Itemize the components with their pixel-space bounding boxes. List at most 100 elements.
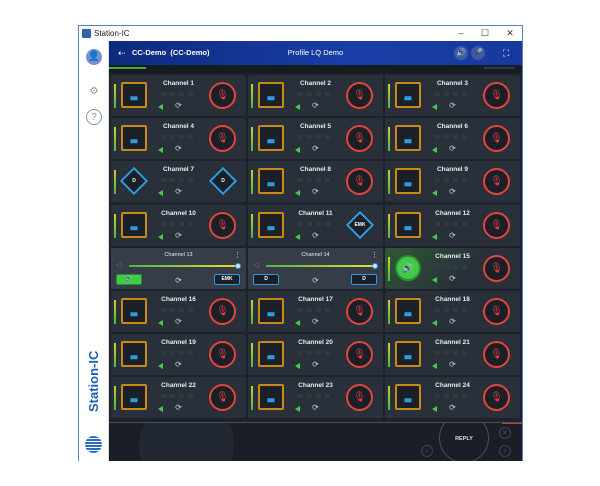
audio-level-bar xyxy=(388,170,390,195)
talk-button[interactable]: ▃ xyxy=(258,211,284,238)
mic-button[interactable]: 🎙 xyxy=(483,211,510,239)
cycle-icon[interactable]: ⟳ xyxy=(175,101,182,110)
previous-button[interactable]: ‹ xyxy=(421,445,433,457)
volume-slider-handle[interactable] xyxy=(372,262,378,269)
talk-button[interactable]: ▃ xyxy=(395,298,421,324)
talk-button[interactable]: ▃ xyxy=(258,298,284,324)
talk-button[interactable]: ▃ xyxy=(258,384,284,411)
left-channel-button[interactable]: 🔊 xyxy=(116,273,142,285)
maximize-button[interactable]: ☐ xyxy=(480,28,490,38)
mic-button[interactable]: 🎙 xyxy=(209,82,236,109)
cycle-icon[interactable]: ⟳ xyxy=(312,275,319,285)
cycle-icon[interactable]: ⟳ xyxy=(312,317,319,326)
talk-button[interactable]: ▃ xyxy=(258,168,284,195)
mic-button[interactable]: 🎙 xyxy=(346,298,373,325)
clear-button[interactable]: ✕ xyxy=(499,427,511,439)
help-icon[interactable]: ? xyxy=(86,109,102,125)
close-button[interactable]: ✕ xyxy=(506,28,514,38)
right-channel-button[interactable]: D xyxy=(351,273,377,285)
cycle-icon[interactable]: ⟳ xyxy=(312,403,319,413)
cycle-icon[interactable]: ⟳ xyxy=(449,273,456,283)
speaker-button[interactable]: 🔊 xyxy=(454,46,468,60)
cycle-icon[interactable]: ⟳ xyxy=(449,101,456,110)
cycle-icon[interactable]: ⟳ xyxy=(175,360,182,370)
cycle-icon[interactable]: ⟳ xyxy=(312,360,319,370)
channel-card: Channel 17 ▃ 🎙 ⟳ xyxy=(248,291,383,332)
talk-button[interactable]: ▃ xyxy=(121,125,147,152)
volume-slider[interactable] xyxy=(129,264,239,267)
right-diamond-button[interactable]: EMK xyxy=(345,210,375,239)
mic-button[interactable]: 🎙 xyxy=(483,125,510,153)
cycle-icon[interactable]: ⟳ xyxy=(175,275,182,285)
talk-button[interactable]: ▃ xyxy=(258,341,284,368)
talk-button[interactable]: ▃ xyxy=(121,211,147,238)
more-options-icon[interactable]: ⋮ xyxy=(371,251,378,259)
mic-button[interactable]: 🎙 xyxy=(209,298,236,325)
mic-button[interactable]: 🎙 xyxy=(209,125,236,153)
mic-button[interactable]: 🎙 xyxy=(209,341,236,369)
talk-button[interactable]: ▃ xyxy=(395,341,421,368)
cycle-icon[interactable]: ⟳ xyxy=(312,101,319,110)
mic-button[interactable]: 🎙 xyxy=(346,168,373,196)
fullscreen-icon[interactable]: ⛶ xyxy=(503,48,510,58)
right-channel-button[interactable]: EMK xyxy=(214,273,240,285)
talk-button[interactable]: ▃ xyxy=(395,125,421,152)
mic-button[interactable]: 🎙 xyxy=(483,341,510,369)
settings-gear-icon[interactable]: ⚙ xyxy=(89,86,99,97)
cycle-icon[interactable]: ⟳ xyxy=(449,360,456,370)
right-diamond-button[interactable]: D xyxy=(208,167,238,196)
left-diamond-button[interactable]: D xyxy=(119,167,149,196)
listen-speaker-button[interactable]: 🔊 xyxy=(395,254,421,281)
talk-button[interactable]: ▃ xyxy=(395,211,421,238)
app-window: Station-IC – ☐ ✕ 👤 ⚙ ? Station-IC ⇠ CC-D… xyxy=(78,25,523,461)
mic-button[interactable]: 🎙 xyxy=(346,125,373,153)
back-icon[interactable]: ⇠ xyxy=(118,48,126,58)
cycle-icon[interactable]: ⟳ xyxy=(175,230,182,240)
mic-button[interactable]: 🎙 xyxy=(483,82,510,109)
talk-button[interactable]: ▃ xyxy=(258,82,284,108)
mic-button[interactable]: 🎙 xyxy=(483,298,510,325)
talk-button[interactable]: ▃ xyxy=(121,298,147,324)
talk-button[interactable]: ▃ xyxy=(121,341,147,368)
talk-button[interactable]: ▃ xyxy=(395,384,421,411)
cycle-icon[interactable]: ⟳ xyxy=(175,317,182,326)
reply-button[interactable]: REPLY xyxy=(439,423,489,461)
cycle-icon[interactable]: ⟳ xyxy=(449,403,456,413)
cycle-icon[interactable]: ⟳ xyxy=(312,144,319,154)
status-indicators xyxy=(298,178,334,183)
cycle-icon[interactable]: ⟳ xyxy=(175,144,182,154)
cycle-icon[interactable]: ⟳ xyxy=(449,187,456,197)
volume-slider[interactable] xyxy=(266,264,376,267)
mic-button[interactable]: 🎤 xyxy=(471,46,485,60)
cycle-icon[interactable]: ⟳ xyxy=(449,317,456,326)
channel-name: Channel 2 xyxy=(299,80,332,87)
cycle-icon[interactable]: ⟳ xyxy=(449,230,456,240)
mic-button[interactable]: 🎙 xyxy=(346,341,373,369)
mic-button[interactable]: 🎙 xyxy=(209,384,236,412)
cycle-icon[interactable]: ⟳ xyxy=(175,403,182,413)
cycle-icon[interactable]: ⟳ xyxy=(449,144,456,154)
audio-level-bar xyxy=(251,343,253,368)
avatar[interactable]: 👤 xyxy=(86,49,102,65)
cycle-icon[interactable]: ⟳ xyxy=(312,187,319,197)
talk-button[interactable]: ▃ xyxy=(395,82,421,108)
minimize-button[interactable]: – xyxy=(458,28,464,38)
talk-button[interactable]: ▃ xyxy=(395,168,421,195)
next-button[interactable]: › xyxy=(499,445,511,457)
audio-level-bar xyxy=(114,300,116,324)
audio-out-icon xyxy=(295,233,300,240)
mic-button[interactable]: 🎙 xyxy=(483,384,510,412)
talk-button[interactable]: ▃ xyxy=(121,384,147,411)
left-channel-button[interactable]: D xyxy=(253,273,279,285)
mic-button[interactable]: 🎙 xyxy=(209,211,236,239)
mic-button[interactable]: 🎙 xyxy=(483,254,510,282)
mic-button[interactable]: 🎙 xyxy=(346,82,373,109)
mic-button[interactable]: 🎙 xyxy=(483,168,510,196)
volume-slider-handle[interactable] xyxy=(235,262,241,269)
more-options-icon[interactable]: ⋮ xyxy=(234,251,241,259)
cycle-icon[interactable]: ⟳ xyxy=(312,230,319,240)
cycle-icon[interactable]: ⟳ xyxy=(175,187,182,197)
mic-button[interactable]: 🎙 xyxy=(346,384,373,412)
talk-button[interactable]: ▃ xyxy=(121,82,147,108)
talk-button[interactable]: ▃ xyxy=(258,125,284,152)
